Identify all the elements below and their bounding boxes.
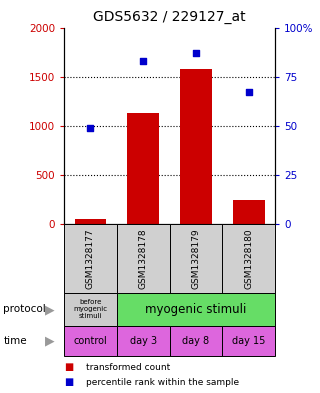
Bar bbox=[117, 224, 170, 293]
Text: time: time bbox=[3, 336, 27, 346]
Bar bbox=[75, 219, 106, 224]
Text: transformed count: transformed count bbox=[86, 363, 171, 372]
Bar bbox=[180, 69, 212, 224]
Point bbox=[88, 125, 93, 131]
Bar bbox=[64, 326, 117, 356]
Bar bbox=[64, 293, 117, 326]
Text: day 8: day 8 bbox=[182, 336, 210, 346]
Text: day 3: day 3 bbox=[130, 336, 157, 346]
Text: ■: ■ bbox=[64, 377, 73, 387]
Text: GSM1328178: GSM1328178 bbox=[139, 228, 148, 289]
Point bbox=[193, 50, 198, 56]
Title: GDS5632 / 229127_at: GDS5632 / 229127_at bbox=[93, 10, 246, 24]
Bar bbox=[170, 326, 222, 356]
Bar bbox=[117, 293, 275, 326]
Text: GSM1328177: GSM1328177 bbox=[86, 228, 95, 289]
Bar bbox=[222, 326, 275, 356]
Bar bbox=[117, 326, 170, 356]
Point bbox=[246, 89, 251, 95]
Text: GSM1328180: GSM1328180 bbox=[244, 228, 253, 289]
Bar bbox=[222, 224, 275, 293]
Text: day 15: day 15 bbox=[232, 336, 266, 346]
Text: ▶: ▶ bbox=[45, 303, 54, 316]
Bar bbox=[233, 200, 265, 224]
Text: myogenic stimuli: myogenic stimuli bbox=[145, 303, 247, 316]
Text: before
myogenic
stimuli: before myogenic stimuli bbox=[73, 299, 108, 320]
Bar bbox=[170, 224, 222, 293]
Text: ■: ■ bbox=[64, 362, 73, 372]
Text: protocol: protocol bbox=[3, 305, 46, 314]
Text: percentile rank within the sample: percentile rank within the sample bbox=[86, 378, 240, 387]
Point bbox=[141, 58, 146, 64]
Text: ▶: ▶ bbox=[45, 334, 54, 347]
Bar bbox=[127, 113, 159, 224]
Text: control: control bbox=[74, 336, 107, 346]
Text: GSM1328179: GSM1328179 bbox=[191, 228, 201, 289]
Bar bbox=[64, 224, 117, 293]
